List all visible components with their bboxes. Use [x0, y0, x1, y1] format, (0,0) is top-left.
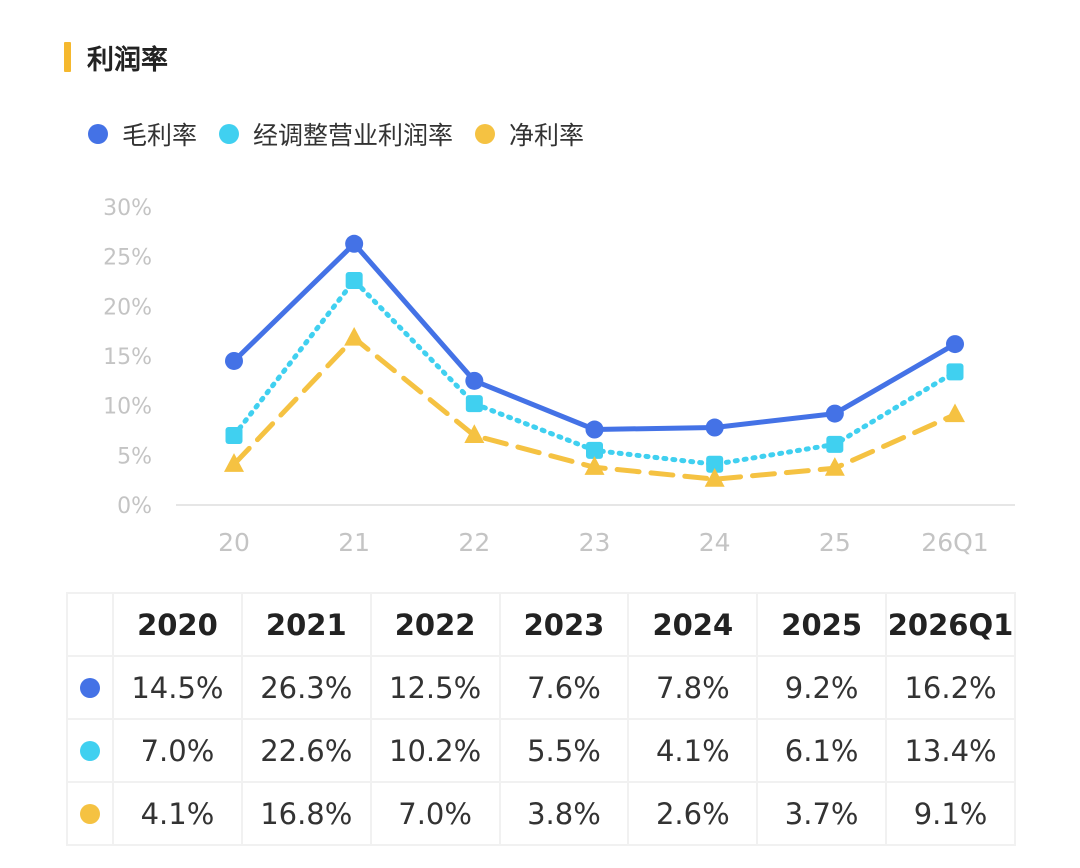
data-point-square — [706, 455, 724, 473]
data-point-triangle — [945, 403, 965, 423]
table-corner-cell — [66, 592, 114, 657]
data-point-circle — [345, 234, 364, 253]
table-header-row: 2020 2021 2022 2023 2024 2025 2026Q1 — [66, 592, 1016, 657]
table-cell: 10.2% — [369, 718, 501, 783]
data-point-square — [586, 441, 603, 459]
table-cell: 7.6% — [498, 655, 630, 720]
table-cell: 7.0% — [369, 781, 501, 846]
table-row-adjusted-operating-margin: 7.0% 22.6% 10.2% 5.5% 4.1% 6.1% 13.4% — [66, 718, 1016, 783]
data-point-triangle — [824, 457, 845, 476]
data-point-triangle — [584, 456, 605, 475]
x-tick-label: 23 — [579, 528, 611, 557]
table-header-cell: 2022 — [369, 592, 501, 657]
table-row-net-margin: 4.1% 16.8% 7.0% 3.8% 2.6% 3.7% 9.1% — [66, 781, 1016, 846]
table-cell: 7.8% — [627, 655, 759, 720]
legend-marker-net-margin — [475, 124, 496, 144]
data-point-square — [225, 426, 243, 444]
data-point-circle — [705, 418, 724, 437]
data-point-triangle — [224, 453, 244, 472]
legend-item-net-margin: 净利率 — [475, 116, 584, 152]
legend-label-adjusted-operating-margin: 经调整营业利润率 — [253, 121, 454, 150]
table-cell: 3.7% — [756, 781, 888, 846]
legend-marker-adjusted-operating-margin — [219, 124, 240, 144]
table-cell: 2.6% — [627, 781, 759, 846]
data-point-circle — [825, 404, 844, 423]
y-tick-label: 5% — [117, 444, 152, 469]
table-header-cell: 2023 — [498, 592, 630, 657]
table-cell: 4.1% — [627, 718, 759, 783]
data-point-triangle — [344, 326, 365, 346]
line-chart: 0% 5% 10% 15% 20% 25% 30% 20 21 22 23 24 25 26Q1 — [103, 196, 1015, 557]
table-cell: 22.6% — [240, 718, 372, 783]
x-tick-label: 22 — [458, 528, 490, 557]
table-cell: 4.1% — [112, 781, 243, 846]
data-point-circle — [465, 371, 484, 390]
y-tick-label: 0% — [117, 494, 152, 519]
table-cell: 5.5% — [498, 718, 630, 783]
table-cell: 6.1% — [756, 718, 888, 783]
data-point-triangle — [704, 468, 725, 487]
x-tick-label: 26Q1 — [921, 528, 988, 557]
table-cell: 26.3% — [240, 655, 372, 720]
table-header-cell: 2026Q1 — [885, 592, 1016, 657]
legend-item-adjusted-operating-margin: 经调整营业利润率 — [219, 116, 453, 152]
table-header-cell: 2025 — [756, 592, 888, 657]
data-point-circle — [946, 335, 964, 354]
x-tick-label: 20 — [218, 528, 250, 557]
legend-item-gross-margin: 毛利率 — [88, 116, 197, 152]
row-marker-dot — [80, 740, 100, 761]
x-tick-label: 24 — [699, 528, 731, 557]
x-tick-label: 25 — [819, 528, 851, 557]
section-accent-bar — [64, 42, 71, 72]
table-cell: 3.8% — [498, 781, 630, 846]
chart-legend: 毛利率 经调整营业利润率 净利率 — [88, 116, 606, 152]
table-cell: 16.8% — [240, 781, 372, 846]
section-title: 利润率 — [87, 44, 168, 76]
table-row-marker-cell — [66, 718, 114, 783]
y-tick-label: 30% — [103, 196, 152, 221]
y-tick-label: 15% — [103, 345, 152, 370]
table-cell: 12.5% — [369, 655, 501, 720]
y-tick-label: 20% — [103, 295, 152, 320]
section-header: 利润率 — [64, 40, 168, 76]
legend-marker-gross-margin — [88, 124, 108, 144]
legend-label-gross-margin: 毛利率 — [122, 121, 198, 150]
table-row-marker-cell — [66, 781, 114, 846]
data-point-square — [826, 435, 844, 453]
legend-label-net-margin: 净利率 — [509, 121, 585, 150]
x-tick-label: 21 — [338, 528, 370, 557]
table-cell: 14.5% — [112, 655, 243, 720]
table-cell: 7.0% — [112, 718, 243, 783]
table-header-cell: 2020 — [112, 592, 243, 657]
y-tick-label: 10% — [103, 395, 152, 420]
row-marker-dot — [80, 803, 100, 824]
row-marker-dot — [80, 677, 100, 698]
data-point-square — [345, 272, 363, 290]
table-cell: 13.4% — [885, 718, 1016, 783]
table-header-cell: 2024 — [627, 592, 759, 657]
table-cell: 9.2% — [756, 655, 888, 720]
series-line-0 — [231, 241, 958, 432]
data-point-circle — [585, 420, 604, 439]
data-point-square — [465, 395, 483, 413]
data-point-circle — [225, 351, 243, 370]
data-point-square — [946, 363, 964, 381]
y-tick-label: 25% — [103, 246, 152, 271]
data-point-triangle — [464, 424, 485, 444]
table-row-marker-cell — [66, 655, 114, 720]
table-cell: 16.2% — [885, 655, 1016, 720]
data-table: 2020 2021 2022 2023 2024 2025 2026Q1 14.… — [66, 592, 1016, 852]
table-row-gross-margin: 14.5% 26.3% 12.5% 7.6% 7.8% 9.2% 16.2% — [66, 655, 1016, 720]
table-header-cell: 2021 — [240, 592, 372, 657]
table-cell: 9.1% — [885, 781, 1016, 846]
